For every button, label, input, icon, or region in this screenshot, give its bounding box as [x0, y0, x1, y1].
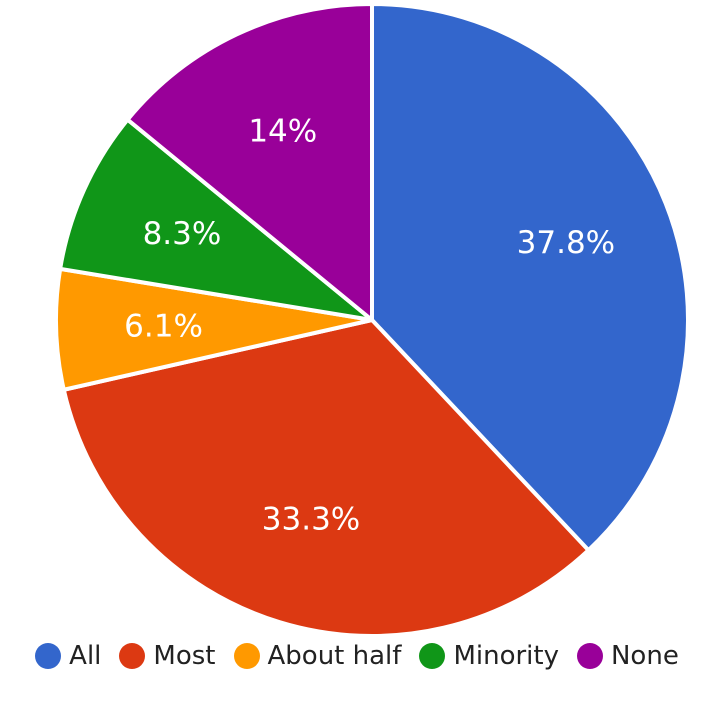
- legend-label-minority: Minority: [453, 641, 559, 671]
- legend-swatch-about-half: [233, 643, 260, 669]
- pie-slice-minority[interactable]: [58, 117, 374, 322]
- legend-swatch-minority: [419, 643, 446, 669]
- pie-slices: [54, 2, 690, 638]
- legend-item-most[interactable]: Most: [119, 641, 216, 671]
- legend-item-minority[interactable]: Minority: [419, 641, 559, 671]
- legend: All Most About half Minority None: [0, 636, 714, 676]
- legend-item-none[interactable]: None: [576, 641, 679, 671]
- pie-slice-none[interactable]: [125, 2, 374, 322]
- legend-swatch-all: [35, 643, 62, 669]
- slice-label-most: 33.3%: [262, 501, 360, 537]
- slice-label-about-half: 6.1%: [124, 308, 203, 344]
- legend-label-all: All: [69, 641, 102, 671]
- legend-item-about-half[interactable]: About half: [233, 641, 402, 671]
- legend-label-about-half: About half: [267, 641, 402, 671]
- slice-labels: 37.8% 33.3% 6.1% 8.3% 14%: [124, 113, 615, 537]
- pie-slice-all[interactable]: [370, 2, 690, 553]
- pie-slice-about-half[interactable]: [54, 266, 374, 392]
- slice-label-minority: 8.3%: [143, 216, 222, 252]
- legend-swatch-none: [576, 643, 603, 669]
- legend-label-most: Most: [153, 641, 216, 671]
- pie-chart: 37.8% 33.3% 6.1% 8.3% 14%: [54, 2, 690, 638]
- slice-label-none: 14%: [248, 113, 317, 149]
- pie-slice-most[interactable]: [61, 318, 591, 638]
- slice-label-all: 37.8%: [517, 225, 615, 261]
- legend-item-all[interactable]: All: [35, 641, 101, 671]
- legend-label-none: None: [610, 641, 679, 671]
- legend-swatch-most: [119, 643, 146, 669]
